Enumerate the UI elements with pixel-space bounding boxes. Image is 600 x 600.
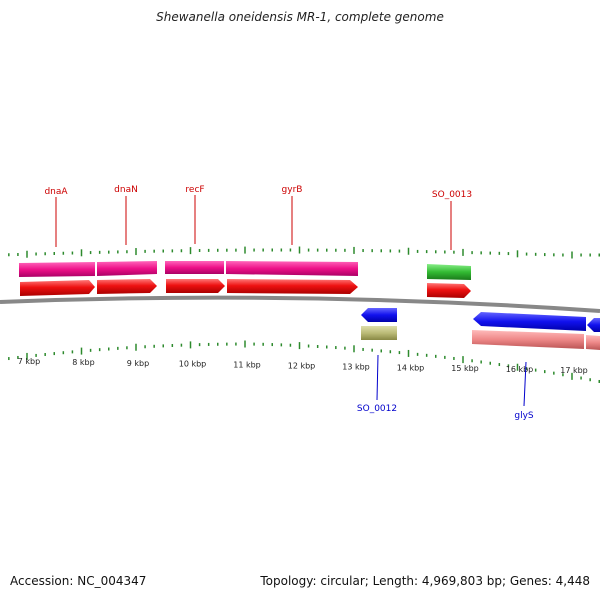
gene-label-recF[interactable]: recF [185, 185, 204, 195]
scale-label: 17 kbp [560, 366, 588, 375]
feature-gene-dnaN[interactable] [97, 261, 157, 276]
feature-gene-gyrB[interactable] [226, 261, 358, 276]
scale-label: 11 kbp [233, 361, 261, 370]
scale-label: 13 kbp [342, 362, 370, 371]
feature-cds-next[interactable] [587, 318, 600, 332]
feature-gene-glyS[interactable] [472, 330, 584, 349]
genome-backbone [0, 295, 600, 313]
scale-ticks-bottom [8, 340, 600, 383]
gene-label-dnaN[interactable]: dnaN [114, 185, 138, 195]
gene-label-gyrB[interactable]: gyrB [282, 185, 303, 195]
topology-summary-text: Topology: circular; Length: 4,969,803 bp… [260, 574, 590, 588]
forward-gene-row [19, 261, 471, 280]
gene-label-SO_0012[interactable]: SO_0012 [357, 404, 397, 414]
feature-gene-dnaA[interactable] [19, 262, 95, 277]
scale-tick-labels: 7 kbp 8 kbp 9 kbp 10 kbp 11 kbp 12 kbp 13 kbp 1… [18, 357, 588, 375]
scale-label: 15 kbp [451, 364, 479, 373]
map-title: Shewanella oneidensis MR-1, complete gen… [156, 10, 444, 24]
feature-cds-gyrB[interactable] [227, 279, 358, 294]
scale-label: 7 kbp [18, 357, 40, 366]
forward-cds-row [20, 279, 471, 298]
scale-label: 14 kbp [397, 363, 425, 372]
scale-label: 9 kbp [127, 359, 149, 368]
feature-gene-recF[interactable] [165, 261, 224, 274]
feature-cds-dnaA[interactable] [20, 280, 95, 296]
gene-label-glyS[interactable]: glyS [514, 411, 534, 421]
feature-cds-SO_0012[interactable] [361, 308, 397, 322]
feature-rna-SO_0013[interactable] [427, 264, 471, 280]
feature-cds-dnaN[interactable] [97, 279, 157, 294]
feature-cds-glyS[interactable] [473, 312, 586, 331]
accession-text: Accession: NC_004347 [10, 574, 147, 588]
gene-label-dnaA[interactable]: dnaA [44, 187, 68, 197]
reverse-gene-row [361, 326, 600, 350]
gene-label-SO_0013[interactable]: SO_0013 [432, 190, 472, 200]
scale-label: 10 kbp [179, 360, 207, 369]
gene-labels-top: dnaA dnaN recF gyrB SO_0013 [44, 185, 472, 250]
scale-label: 8 kbp [72, 358, 94, 367]
scale-label: 16 kbp [506, 365, 534, 374]
feature-rna-SO_0012[interactable] [361, 326, 397, 340]
feature-cds-SO_0013[interactable] [427, 283, 471, 298]
scale-label: 12 kbp [288, 362, 316, 371]
scale-ticks-top [8, 246, 600, 259]
feature-gene-next[interactable] [586, 335, 600, 350]
gene-labels-bottom: SO_0012 glyS [357, 354, 534, 421]
feature-cds-recF[interactable] [166, 279, 225, 293]
reverse-cds-row [361, 308, 600, 332]
